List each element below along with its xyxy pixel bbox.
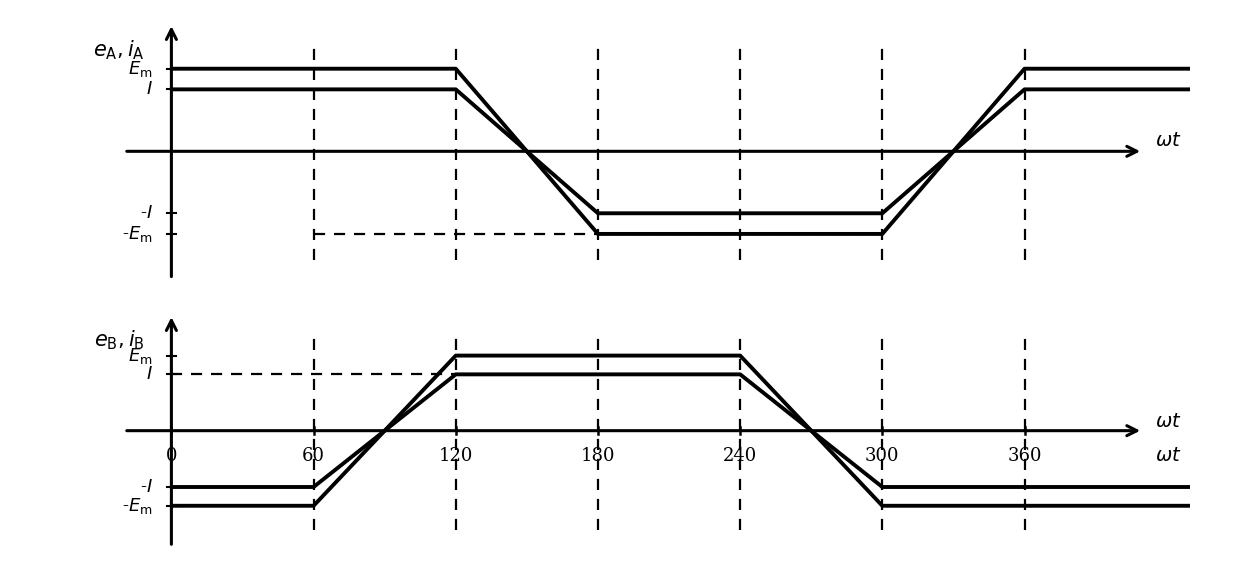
Text: 60: 60 (303, 447, 325, 465)
Text: 360: 360 (1007, 447, 1042, 465)
Text: 0: 0 (166, 447, 177, 465)
Text: -$E_{\mathrm{m}}$: -$E_{\mathrm{m}}$ (122, 496, 153, 516)
Text: 300: 300 (866, 447, 899, 465)
Text: -$I$: -$I$ (140, 204, 153, 222)
Text: $e_\mathrm{B}, i_\mathrm{B}$: $e_\mathrm{B}, i_\mathrm{B}$ (94, 328, 145, 352)
Text: $\omega t$: $\omega t$ (1154, 447, 1182, 465)
Text: $E_{\mathrm{m}}$: $E_{\mathrm{m}}$ (128, 346, 153, 365)
Text: $\omega t$: $\omega t$ (1154, 413, 1182, 431)
Text: $e_\mathrm{A}, i_\mathrm{A}$: $e_\mathrm{A}, i_\mathrm{A}$ (93, 38, 145, 62)
Text: $\omega t$: $\omega t$ (1154, 133, 1182, 150)
Text: $E_{\mathrm{m}}$: $E_{\mathrm{m}}$ (128, 59, 153, 79)
Text: 180: 180 (580, 447, 615, 465)
Text: 120: 120 (439, 447, 472, 465)
Text: -$I$: -$I$ (140, 478, 153, 496)
Text: 240: 240 (723, 447, 758, 465)
Text: $I$: $I$ (145, 365, 153, 384)
Text: $I$: $I$ (145, 80, 153, 98)
Text: -$E_{\mathrm{m}}$: -$E_{\mathrm{m}}$ (122, 224, 153, 244)
